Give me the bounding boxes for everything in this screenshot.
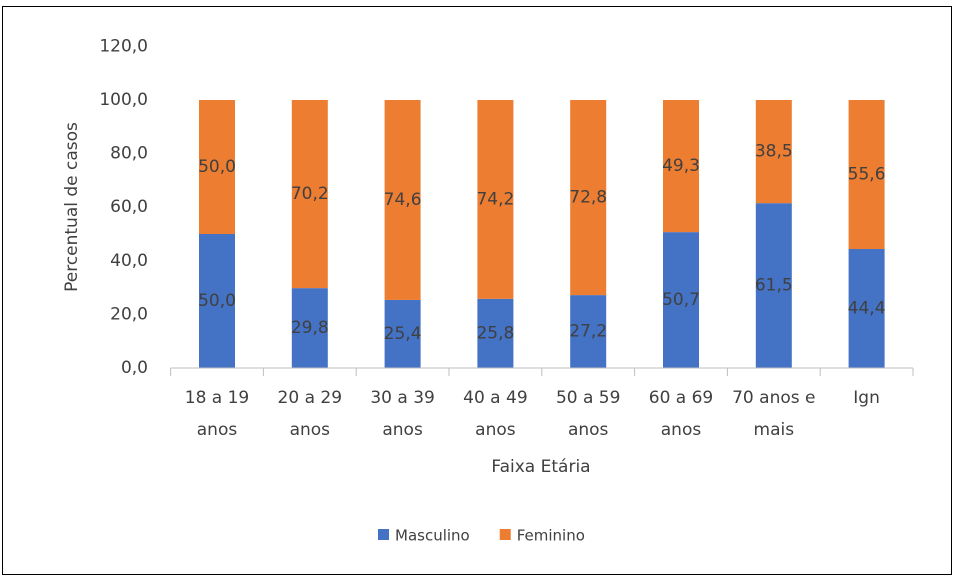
- bar-segment: [477, 100, 514, 299]
- bar-segment: [570, 100, 607, 296]
- bar-segment: [199, 234, 235, 368]
- data-label: 74,6: [384, 190, 422, 210]
- x-tick-label: 18 a 19: [185, 388, 250, 408]
- bar-segment: [477, 298, 514, 368]
- x-tick-label: 70 anos e: [732, 388, 815, 408]
- y-tick-label: 0,0: [121, 358, 148, 378]
- bar-segment: [755, 203, 792, 368]
- bar-segment: [570, 295, 607, 368]
- data-label: 70,2: [291, 184, 329, 204]
- bar-segment: [384, 100, 421, 300]
- x-tick-label: 50 a 59: [556, 388, 621, 408]
- y-tick-label: 80,0: [110, 144, 148, 164]
- data-label: 49,3: [662, 156, 700, 176]
- x-tick-label: Ign: [853, 388, 880, 408]
- y-tick-label: 40,0: [110, 251, 148, 271]
- y-tick-label: 20,0: [110, 304, 148, 324]
- bar-segment: [291, 100, 328, 289]
- data-label: 29,8: [291, 318, 329, 338]
- x-axis-title: Faixa Etária: [491, 457, 590, 477]
- x-tick-label: 30 a 39: [370, 388, 435, 408]
- x-tick-label: anos: [568, 420, 609, 440]
- data-label: 50,0: [198, 157, 236, 177]
- data-label: 74,2: [476, 189, 514, 209]
- x-tick-label: anos: [290, 420, 331, 440]
- x-tick-label: anos: [197, 420, 238, 440]
- bar-segment: [291, 288, 328, 368]
- bar-segment: [384, 299, 421, 368]
- bar-segment: [663, 232, 699, 368]
- y-tick-label: 120,0: [99, 36, 148, 56]
- data-label: 55,6: [848, 165, 886, 185]
- x-tick-label: anos: [661, 420, 702, 440]
- y-tick-label: 100,0: [99, 90, 148, 110]
- data-label: 25,4: [384, 324, 422, 344]
- bar-segment: [663, 100, 699, 233]
- bar-segment: [755, 100, 792, 204]
- x-tick-label: anos: [475, 420, 516, 440]
- x-tick-label: 60 a 69: [649, 388, 714, 408]
- legend-label: Masculino: [395, 527, 470, 545]
- legend-label: Feminino: [517, 527, 585, 545]
- y-axis-title: Percentual de casos: [62, 122, 82, 292]
- legend-swatch: [499, 529, 511, 540]
- y-tick-label: 60,0: [110, 197, 148, 217]
- bar-segment: [199, 100, 235, 234]
- data-label: 25,8: [476, 323, 514, 343]
- data-label: 50,7: [662, 290, 700, 310]
- bar-segment: [848, 249, 885, 368]
- x-tick-label: 40 a 49: [463, 388, 528, 408]
- data-label: 61,5: [755, 276, 793, 296]
- x-tick-label: mais: [754, 420, 795, 440]
- legend-swatch: [378, 529, 389, 540]
- x-tick-label: 20 a 29: [278, 388, 343, 408]
- data-label: 50,0: [198, 291, 236, 311]
- data-label: 44,4: [848, 299, 886, 319]
- bar-segment: [848, 100, 885, 250]
- x-tick-label: anos: [382, 420, 423, 440]
- chart-border: [2, 6, 952, 575]
- data-label: 72,8: [569, 188, 607, 208]
- data-label: 27,2: [569, 322, 607, 342]
- data-label: 38,5: [755, 142, 793, 162]
